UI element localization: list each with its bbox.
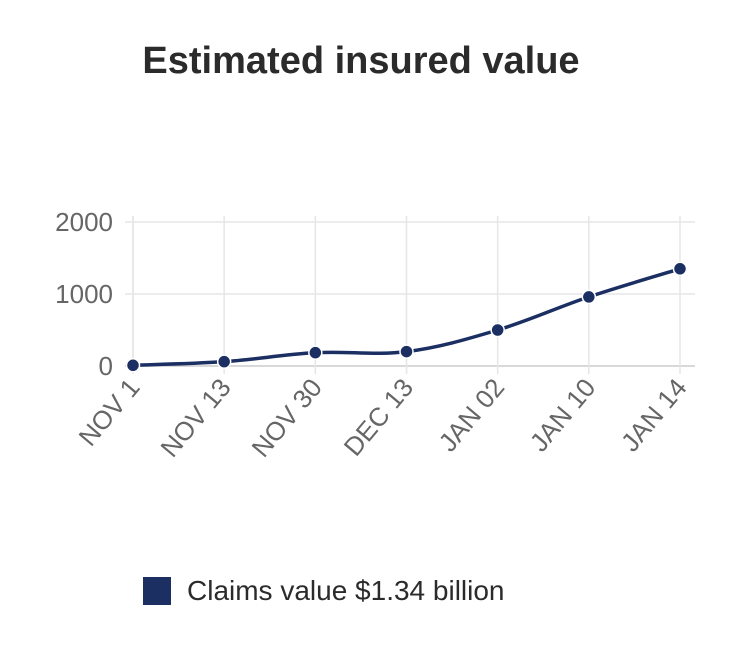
x-tick-label: NOV 13	[154, 373, 236, 463]
x-tick-label: JAN 10	[524, 373, 602, 458]
x-tick-label: DEC 13	[338, 373, 420, 462]
data-points	[125, 261, 688, 373]
legend-swatch	[143, 577, 171, 605]
legend: Claims value $1.34 billion	[143, 575, 505, 607]
y-tick-label: 1000	[55, 279, 113, 309]
y-tick-label: 2000	[55, 207, 113, 237]
data-point[interactable]	[125, 358, 141, 373]
x-tick-label: NOV 1	[72, 373, 145, 452]
data-point[interactable]	[216, 354, 232, 369]
data-point[interactable]	[308, 345, 323, 360]
x-tick-label: NOV 30	[245, 373, 327, 463]
data-point[interactable]	[490, 322, 505, 338]
x-tick-label: JAN 14	[615, 373, 693, 458]
y-tick-label: 0	[99, 351, 113, 381]
chart-title: Estimated insured value	[142, 40, 580, 82]
legend-label: Claims value $1.34 billion	[187, 575, 505, 606]
x-tick-label: JAN 02	[432, 373, 510, 458]
data-point[interactable]	[399, 344, 414, 359]
data-point[interactable]	[581, 289, 597, 305]
data-point[interactable]	[672, 261, 688, 277]
